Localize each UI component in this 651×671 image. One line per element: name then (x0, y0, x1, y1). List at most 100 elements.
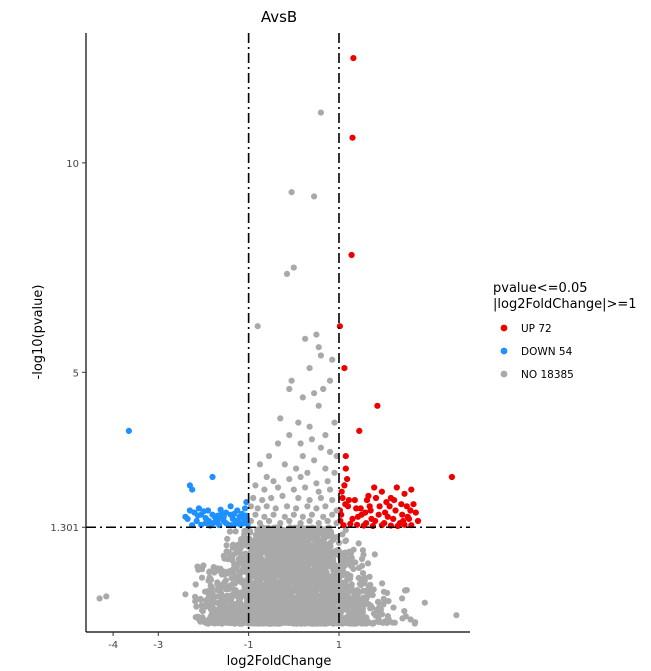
point-no (329, 356, 336, 363)
point-no-cloud (206, 592, 213, 599)
point-no-cloud (295, 531, 303, 538)
point-no-cloud (255, 585, 262, 592)
point-no (385, 616, 392, 623)
point-no-cloud (289, 552, 296, 559)
point-no (295, 494, 302, 502)
point-no-cloud (283, 590, 290, 597)
point-no (302, 484, 309, 491)
point-no-cloud (254, 548, 261, 556)
point-no (329, 511, 336, 518)
point-no-cloud (357, 581, 365, 589)
point-no-cloud (249, 612, 256, 619)
point-up (348, 251, 355, 259)
point-no (315, 402, 322, 409)
point-no-cloud (324, 616, 332, 624)
point-up (378, 488, 385, 495)
point-up (394, 522, 401, 530)
point-no-cloud (367, 581, 374, 588)
point-no-cloud (330, 561, 337, 569)
point-no-cloud (303, 608, 311, 615)
point-no (315, 520, 322, 527)
point-no-cloud (297, 604, 304, 611)
point-no-cloud (236, 571, 243, 578)
point-no-cloud (274, 613, 281, 621)
point-no-cloud (287, 598, 294, 605)
point-up (341, 365, 348, 372)
point-no-cloud (320, 577, 327, 585)
point-up (339, 494, 346, 502)
point-no (256, 520, 263, 527)
point-no (256, 461, 263, 468)
threshold-lines (86, 33, 470, 632)
point-no-cloud (227, 552, 234, 559)
point-up (408, 486, 415, 493)
point-no-cloud (321, 535, 328, 542)
point-no-cloud (198, 574, 206, 581)
point-down (209, 473, 216, 481)
x-axis-label: log2FoldChange (227, 654, 332, 669)
point-no (304, 469, 311, 476)
point-down (242, 512, 249, 519)
point-no (254, 505, 261, 512)
x-axis-ticks: -4 -3 -1 1 (108, 632, 342, 651)
point-no-cloud (269, 582, 276, 589)
point-no-cloud (264, 589, 272, 596)
point-no (421, 599, 428, 606)
point-no-cloud (255, 556, 263, 563)
point-down (241, 505, 249, 512)
point-up (400, 517, 407, 525)
point-no-cloud (343, 606, 350, 614)
point-no-cloud (207, 582, 214, 589)
point-no-cloud (232, 587, 239, 595)
point-up (351, 497, 358, 504)
legend-marker (500, 324, 508, 332)
y-tick-label: 10 (66, 159, 79, 170)
point-no-cloud (344, 599, 351, 607)
legend-title-line2: |log2FoldChange|>=1 (493, 297, 637, 312)
point-no-cloud (348, 554, 355, 561)
point-no-cloud (293, 562, 300, 569)
legend-marker (500, 347, 508, 355)
point-no (311, 390, 318, 397)
point-no (290, 264, 297, 271)
point-no-cloud (330, 617, 337, 624)
point-no (313, 480, 320, 487)
point-up (410, 501, 417, 508)
point-no-cloud (240, 580, 247, 587)
point-up (357, 505, 364, 512)
point-no-cloud (318, 546, 325, 553)
point-no-cloud (230, 541, 237, 548)
point-up (336, 323, 343, 330)
point-no (311, 457, 318, 464)
point-no (293, 505, 300, 512)
point-no (308, 511, 315, 518)
point-no (252, 482, 259, 489)
point-no-cloud (232, 619, 239, 626)
point-no-cloud (284, 552, 291, 559)
point-no-cloud (301, 570, 308, 577)
point-up (383, 499, 390, 506)
point-no-cloud (230, 565, 237, 573)
point-no-cloud (343, 571, 350, 578)
point-no (268, 494, 275, 502)
point-no-cloud (358, 576, 365, 583)
point-no-cloud (294, 543, 301, 550)
point-no-cloud (274, 554, 281, 561)
point-no-cloud (264, 620, 271, 627)
point-up (344, 476, 351, 483)
point-no-cloud (223, 542, 230, 549)
point-no-cloud (317, 605, 324, 612)
point-no-cloud (345, 618, 352, 625)
point-down (231, 510, 238, 517)
point-no-cloud (361, 620, 368, 627)
point-no-cloud (252, 618, 259, 625)
point-no-cloud (335, 582, 342, 590)
point-no-cloud (197, 595, 204, 603)
point-no (286, 476, 293, 483)
point-up (354, 513, 362, 520)
point-no (297, 440, 304, 447)
point-no-cloud (371, 619, 378, 626)
point-no (326, 448, 334, 455)
point-up (342, 465, 349, 472)
